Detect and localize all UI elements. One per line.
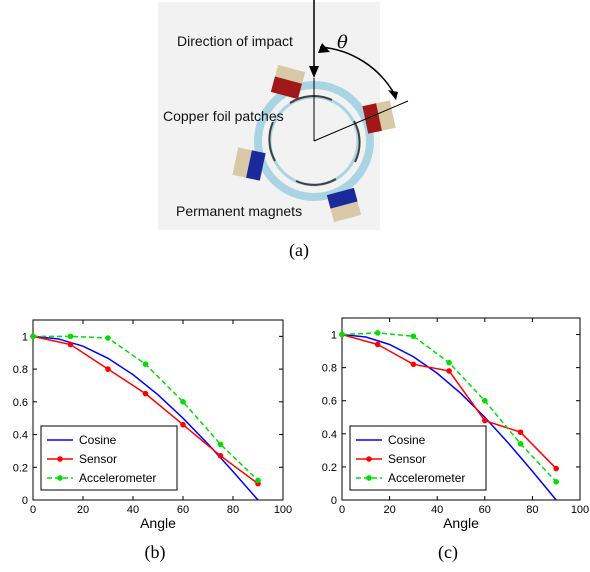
caption-c: (c) bbox=[438, 542, 458, 563]
x-axis-label: Angle bbox=[140, 515, 176, 531]
legend-label-sensor: Sensor bbox=[79, 452, 117, 466]
copper-patch-left bbox=[268, 121, 276, 162]
y-tick-label: 1 bbox=[331, 330, 337, 342]
copper-patch-right bbox=[353, 120, 361, 163]
data-point-sensor bbox=[374, 341, 381, 348]
legend-box bbox=[349, 425, 487, 491]
data-point-accelerometer bbox=[482, 397, 488, 404]
legend-marker-accelerometer bbox=[366, 475, 372, 481]
data-point-sensor bbox=[482, 417, 488, 424]
data-point-accelerometer bbox=[446, 359, 452, 366]
x-tick-label: 60 bbox=[177, 504, 189, 516]
y-tick-label: 0.2 bbox=[322, 462, 337, 474]
theta-arc-head-end bbox=[388, 90, 398, 100]
data-point-accelerometer bbox=[553, 479, 559, 485]
x-tick-label: 20 bbox=[383, 504, 395, 516]
caption-b: (b) bbox=[145, 542, 166, 563]
data-point-sensor bbox=[180, 421, 186, 428]
label-permanent-magnets: Permanent magnets bbox=[176, 203, 302, 219]
legend-marker-sensor bbox=[366, 456, 372, 462]
data-point-sensor bbox=[446, 368, 452, 374]
x-tick-label: 20 bbox=[77, 504, 89, 516]
data-point-sensor bbox=[105, 366, 111, 372]
y-tick-label: 0 bbox=[22, 495, 28, 507]
y-tick-label: 0.8 bbox=[322, 363, 337, 375]
x-tick-label: 100 bbox=[571, 504, 589, 516]
legend-label-cosine: Cosine bbox=[388, 433, 426, 447]
y-tick-label: 0.4 bbox=[13, 430, 28, 442]
x-tick-label: 60 bbox=[479, 504, 491, 516]
x-tick-label: 80 bbox=[526, 504, 538, 516]
data-point-accelerometer bbox=[374, 330, 381, 336]
data-point-accelerometer bbox=[339, 331, 345, 338]
legend-marker-accelerometer bbox=[57, 475, 63, 481]
data-point-accelerometer bbox=[217, 441, 224, 448]
x-axis-label: Angle bbox=[443, 515, 479, 531]
caption-a: (a) bbox=[289, 240, 309, 261]
angle-ray bbox=[313, 100, 409, 142]
y-tick-label: 0.6 bbox=[322, 396, 337, 408]
data-point-sensor bbox=[142, 390, 149, 397]
chart-c: 0 20 40 60 80 100 0 0.2 0.4 0.6 0.8 1 Angle Cosine Sen… bbox=[322, 317, 589, 531]
magnet-top-left bbox=[270, 64, 306, 100]
magnet-bottom bbox=[326, 187, 362, 223]
data-point-accelerometer bbox=[105, 335, 111, 341]
x-tick-label: 0 bbox=[30, 504, 36, 516]
legend-box bbox=[40, 425, 178, 491]
theta-arc bbox=[319, 46, 396, 96]
label-copper-foil-patches: Copper foil patches bbox=[163, 108, 284, 124]
legend-label-sensor: Sensor bbox=[388, 452, 426, 466]
y-tick-label: 1 bbox=[22, 331, 28, 343]
diagram-a: θ Direction of impact Copper foil patche… bbox=[158, 0, 409, 230]
x-tick-label: 40 bbox=[127, 504, 139, 516]
impact-arrow-head bbox=[309, 66, 319, 78]
series-line-cosine bbox=[341, 333, 557, 501]
chart-b: 0 20 40 60 80 100 0 0.2 0.4 0.6 0.8 1 Angle Cosine Sen… bbox=[13, 319, 292, 531]
legend-label-accelerometer: Accelerometer bbox=[79, 471, 156, 485]
label-direction-of-impact: Direction of impact bbox=[177, 33, 293, 49]
magnet-left bbox=[232, 147, 266, 181]
theta-label: θ bbox=[337, 32, 348, 53]
y-tick-label: 0 bbox=[331, 495, 337, 507]
theta-arc-head-start bbox=[318, 43, 330, 53]
y-tick-label: 0.2 bbox=[13, 462, 28, 474]
data-point-accelerometer bbox=[30, 333, 36, 340]
copper-patch-bottom bbox=[295, 178, 337, 186]
x-tick-label: 40 bbox=[431, 504, 443, 516]
copper-patch-top bbox=[289, 95, 333, 104]
legend-label-accelerometer: Accelerometer bbox=[388, 471, 465, 485]
y-tick-label: 0.4 bbox=[322, 429, 337, 441]
data-point-accelerometer bbox=[410, 333, 417, 340]
data-point-accelerometer bbox=[180, 399, 186, 405]
x-tick-label: 0 bbox=[339, 504, 345, 516]
data-point-accelerometer bbox=[142, 361, 149, 367]
magnet-right bbox=[362, 100, 396, 134]
legend-marker-sensor bbox=[57, 456, 63, 462]
y-tick-label: 0.6 bbox=[13, 397, 28, 409]
data-point-accelerometer bbox=[517, 440, 524, 447]
x-tick-label: 80 bbox=[227, 504, 239, 516]
data-point-sensor bbox=[553, 465, 559, 472]
data-point-sensor bbox=[517, 429, 524, 435]
y-tick-label: 0.8 bbox=[13, 364, 28, 376]
data-point-sensor bbox=[217, 453, 224, 459]
data-point-sensor bbox=[67, 341, 74, 348]
x-tick-label: 100 bbox=[274, 504, 292, 516]
legend-label-cosine: Cosine bbox=[79, 433, 117, 447]
data-point-accelerometer bbox=[67, 333, 74, 340]
data-point-sensor bbox=[410, 361, 417, 368]
data-point-accelerometer bbox=[255, 477, 261, 484]
